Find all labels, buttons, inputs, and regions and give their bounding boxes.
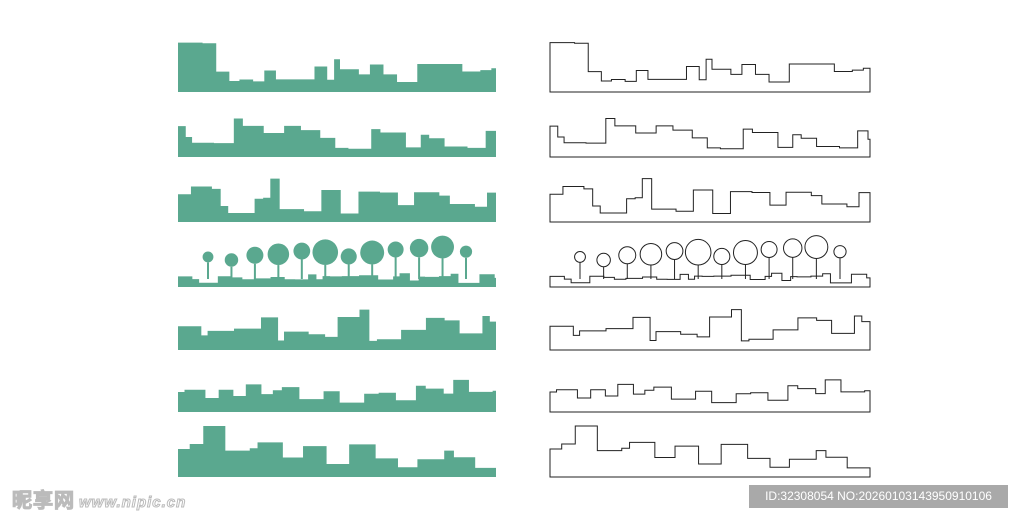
tree-crown <box>293 242 311 260</box>
watermark-logo: 昵享网 www.nipic.cn <box>12 484 186 513</box>
skyline-downtown-outline <box>549 117 871 158</box>
skyline-historic-outline <box>549 425 871 478</box>
tree-crown <box>618 246 637 265</box>
tree-crown <box>360 240 385 265</box>
tree-crown <box>409 238 429 258</box>
tree-crown <box>783 238 803 258</box>
tree-crown <box>202 251 214 263</box>
tree-crown <box>224 253 239 267</box>
tree-crown <box>596 252 611 268</box>
watermark-url: www.nipic.cn <box>78 494 187 512</box>
tree-crown <box>246 246 264 264</box>
tree-crown <box>713 247 731 265</box>
tree-crown <box>459 245 473 258</box>
skyline-factory-outline <box>549 309 871 351</box>
skyline-industrial-outline <box>549 42 871 93</box>
tree-crown <box>833 245 847 259</box>
skyline-historic-filled <box>178 426 496 477</box>
tree-crown <box>684 238 712 266</box>
tree-crown <box>267 243 290 266</box>
skyline-industrial-filled <box>178 42 496 92</box>
skyline-city-filled <box>178 178 496 222</box>
skyline-trees-outline <box>549 272 871 288</box>
skyline-highrise-outline <box>549 379 871 413</box>
watermark-id-badge: ID:32308054 NO:20260103143950910106 <box>749 485 1008 508</box>
tree-crown <box>665 242 684 260</box>
tree-crown <box>732 240 758 265</box>
tree-crown <box>387 241 404 258</box>
skyline-downtown-filled <box>178 118 496 157</box>
watermark-site-name: 昵享网 <box>12 490 75 513</box>
tree-crown <box>760 240 778 258</box>
skyline-trees-filled <box>178 273 496 287</box>
tree-crown <box>431 235 454 259</box>
tree-crown <box>574 251 586 263</box>
tree-crown <box>312 239 339 265</box>
tree-crown <box>639 242 663 266</box>
skyline-highrise-filled <box>178 379 496 412</box>
tree-crown <box>804 235 829 259</box>
skyline-factory-filled <box>178 309 496 350</box>
tree-crown <box>340 248 357 265</box>
skyline-city-outline <box>549 178 871 223</box>
